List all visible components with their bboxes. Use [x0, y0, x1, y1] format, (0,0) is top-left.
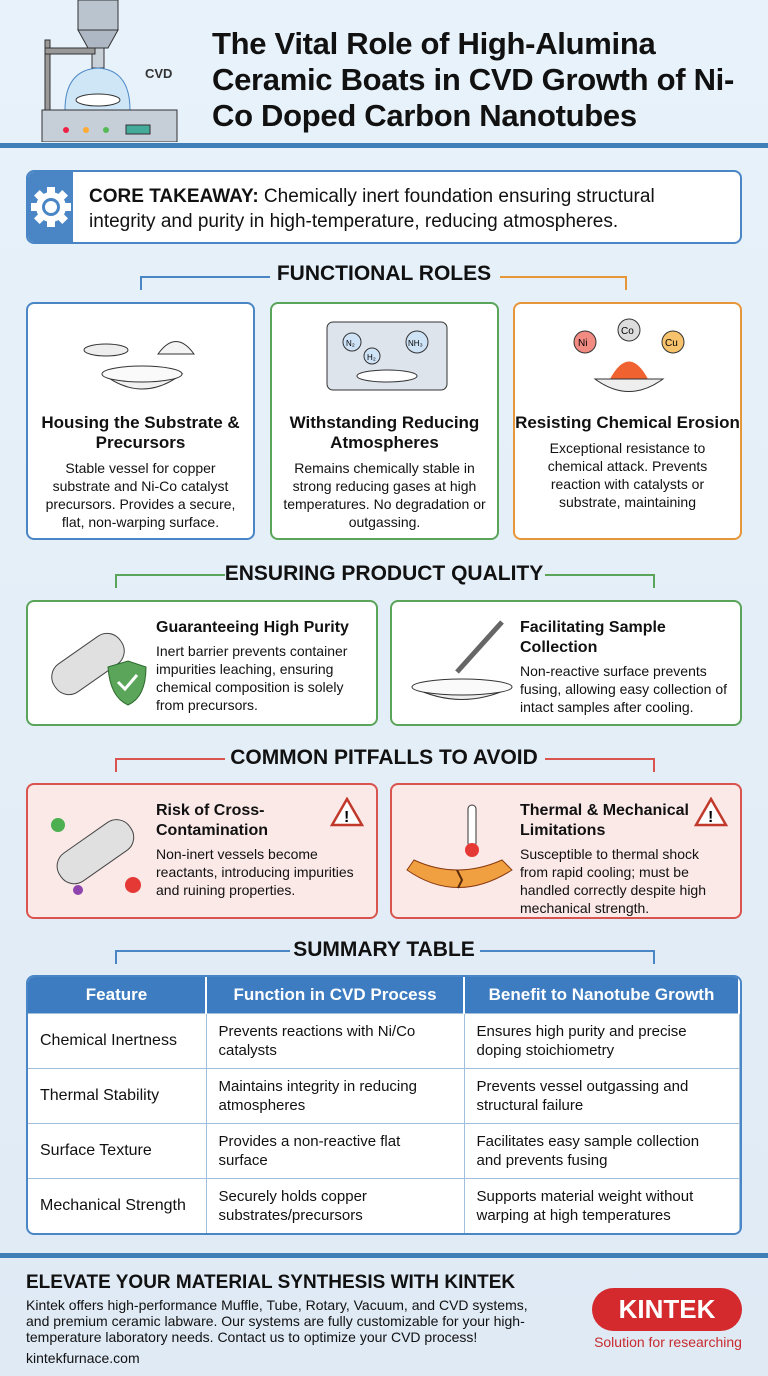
section-heading-functional: FUNCTIONAL ROLES	[276, 262, 492, 285]
core-label: CORE TAKEAWAY:	[89, 186, 259, 207]
gas-chamber-icon: N₂ H₂ NH₃	[326, 321, 448, 391]
connector	[115, 758, 225, 772]
page-title: The Vital Role of High-Alumina Ceramic B…	[212, 26, 735, 133]
tweezers-boat-icon	[411, 620, 513, 700]
gas-label: H₂	[367, 353, 376, 362]
element-label: Ni	[578, 338, 587, 349]
section-heading-quality: ENSURING PRODUCT QUALITY	[224, 562, 544, 585]
core-takeaway-box: CORE TAKEAWAY: Chemically inert foundati…	[26, 170, 742, 244]
card-title: Resisting Chemical Erosion	[515, 413, 740, 432]
warning-icon: !	[330, 797, 364, 827]
card-title: Facilitating Sample Collection	[520, 619, 666, 656]
element-label: Co	[621, 326, 634, 337]
table-header-row: Feature Function in CVD Process Benefit to…	[28, 977, 740, 1013]
connector	[545, 574, 655, 588]
kintek-logo: KINTEK	[592, 1288, 742, 1331]
connector	[545, 758, 655, 772]
table-row: Surface Texture Provides a non-reactive f…	[28, 1122, 740, 1178]
svg-text:!: !	[344, 809, 349, 826]
connector	[500, 276, 627, 290]
heated-boat-icon: Ni Co Cu	[573, 318, 685, 392]
nanotube-shield-icon	[51, 632, 147, 706]
footer-heading: ELEVATE YOUR MATERIAL SYNTHESIS WITH KIN…	[26, 1272, 516, 1293]
connector	[140, 276, 270, 290]
cvd-label: CVD	[145, 66, 172, 81]
cvd-furnace-icon: CVD	[41, 0, 178, 142]
role-card-erosion: Ni Co Cu Resisting Chemical Erosion Except…	[513, 302, 742, 540]
card-text: Non-reactive surface prevents fusing, al…	[520, 663, 728, 715]
pitfall-card-thermal: ! Thermal & Mechanical Limitations Suscep…	[390, 783, 742, 919]
card-text: Exceptional resistance to chemical attac…	[547, 440, 708, 510]
card-text: Inert barrier prevents container impurit…	[156, 643, 348, 713]
table-row: Thermal Stability Maintains integrity in …	[28, 1067, 740, 1123]
contaminated-nanotube-icon	[51, 818, 141, 895]
divider	[0, 1253, 768, 1258]
element-label: Cu	[665, 338, 678, 349]
gas-label: NH₃	[408, 339, 423, 348]
summary-table: Feature Function in CVD Process Benefit to…	[26, 975, 742, 1235]
cracked-boat-thermometer-icon	[406, 804, 513, 889]
svg-text:!: !	[708, 809, 713, 826]
divider	[0, 143, 768, 148]
connector	[480, 950, 655, 964]
website-link[interactable]: kintekfurnace.com	[26, 1350, 140, 1366]
core-text: Chemically inert foundation ensuring str…	[89, 186, 655, 232]
card-text: Susceptible to thermal shock from rapid …	[520, 846, 707, 916]
quality-card-purity: Guaranteeing High Purity Inert barrier pr…	[26, 600, 378, 726]
role-card-housing: Housing the Substrate & Precursors Stabl…	[26, 302, 255, 540]
section-heading-summary: SUMMARY TABLE	[293, 938, 475, 961]
warning-icon: !	[694, 797, 728, 827]
section-heading-pitfalls: COMMON PITFALLS TO AVOID	[230, 746, 538, 769]
card-text: Stable vessel for copper substrate and N…	[45, 460, 236, 530]
card-title: Thermal & Mechanical Limitations	[520, 802, 689, 839]
table-row: Chemical Inertness Prevents reactions wit…	[28, 1012, 740, 1068]
logo-tagline: Solution for researching	[594, 1334, 742, 1350]
quality-card-collection: Facilitating Sample Collection Non-reacti…	[390, 600, 742, 726]
card-title: Guaranteeing High Purity	[156, 619, 349, 636]
pitfall-card-contamination: ! Risk of Cross-Contamination Non-inert v…	[26, 783, 378, 919]
table-row: Mechanical Strength Securely holds copper…	[28, 1177, 740, 1233]
role-card-reducing: N₂ H₂ NH₃ Withstanding Reducing Atmosphere…	[270, 302, 499, 540]
gas-label: N₂	[346, 339, 355, 348]
card-text: Non-inert vessels become reactants, intr…	[156, 846, 354, 898]
card-text: Remains chemically stable in strong redu…	[283, 460, 486, 530]
ceramic-boat-icon	[83, 341, 195, 390]
card-title: Withstanding Reducing Atmospheres	[289, 413, 480, 452]
card-title: Risk of Cross-Contamination	[156, 802, 268, 839]
column-header: Benefit to Nanotube Growth	[464, 977, 740, 1013]
column-header: Function in CVD Process	[206, 977, 465, 1013]
card-title: Housing the Substrate & Precursors	[41, 413, 240, 452]
gear-icon	[28, 172, 74, 242]
connector	[115, 574, 225, 588]
connector	[115, 950, 290, 964]
column-header: Feature	[28, 977, 207, 1013]
footer-text: Kintek offers high-performance Muffle, T…	[26, 1297, 528, 1345]
